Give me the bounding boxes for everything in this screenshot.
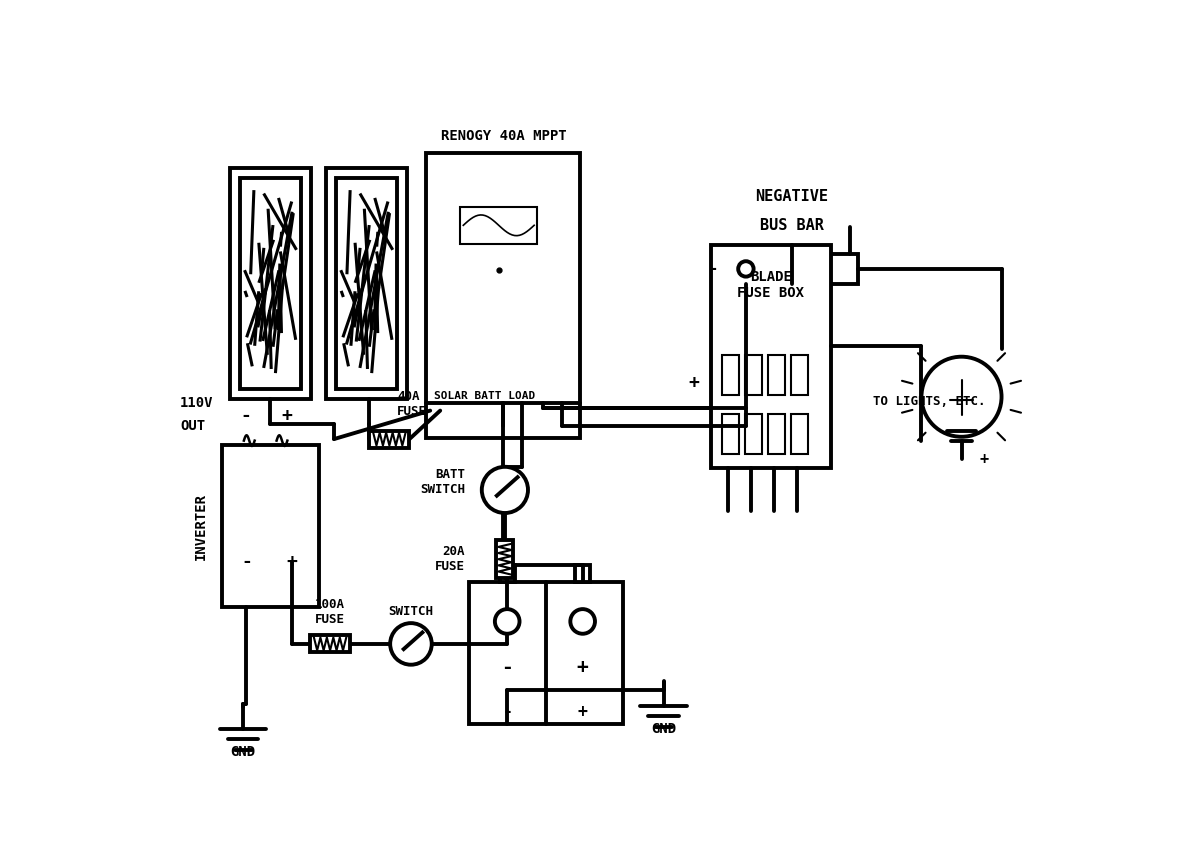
Text: -: - — [241, 552, 252, 570]
Bar — [722, 415, 739, 455]
Bar — [727, 254, 858, 284]
Text: RENOGY 40A MPPT: RENOGY 40A MPPT — [440, 129, 566, 143]
Text: +: + — [286, 552, 298, 570]
Bar — [497, 540, 514, 579]
Bar — [326, 168, 407, 399]
Text: 110V: 110V — [180, 396, 214, 410]
Bar — [499, 564, 515, 581]
Text: SWITCH: SWITCH — [389, 605, 433, 618]
Bar — [240, 178, 301, 389]
Bar — [768, 355, 785, 395]
Bar — [575, 564, 590, 581]
Text: GND: GND — [650, 722, 676, 735]
Text: INVERTER: INVERTER — [193, 492, 208, 560]
Text: 20A
FUSE: 20A FUSE — [434, 545, 464, 573]
Text: +: + — [979, 451, 989, 467]
Circle shape — [738, 262, 754, 277]
Text: OUT: OUT — [180, 419, 205, 433]
Bar — [791, 355, 808, 395]
Bar — [461, 207, 538, 244]
Circle shape — [481, 467, 528, 513]
Text: 40A
FUSE: 40A FUSE — [397, 391, 427, 418]
Bar — [722, 355, 739, 395]
Text: +: + — [689, 374, 700, 392]
Text: -: - — [707, 260, 719, 278]
Circle shape — [390, 623, 432, 664]
Text: BUS BAR: BUS BAR — [760, 217, 824, 233]
Circle shape — [494, 609, 520, 634]
Text: TO LIGHTS, ETC.: TO LIGHTS, ETC. — [872, 395, 985, 408]
Bar — [230, 168, 311, 399]
Text: -: - — [502, 657, 514, 676]
Bar — [370, 431, 409, 447]
Bar — [336, 178, 397, 389]
Text: +: + — [577, 704, 588, 722]
Text: SOLAR BATT LOAD: SOLAR BATT LOAD — [434, 392, 535, 401]
Circle shape — [922, 357, 1002, 437]
Bar — [791, 415, 808, 455]
Bar — [768, 415, 785, 455]
Bar — [745, 355, 762, 395]
Bar — [310, 635, 350, 652]
Text: +: + — [281, 407, 292, 425]
Bar — [745, 415, 762, 455]
Text: +: + — [577, 657, 588, 676]
Text: -: - — [241, 407, 252, 425]
Text: BATT
SWITCH: BATT SWITCH — [420, 469, 464, 496]
Bar — [712, 245, 830, 469]
Text: GND: GND — [230, 745, 256, 758]
Circle shape — [570, 609, 595, 634]
Bar — [469, 581, 623, 724]
Text: NEGATIVE: NEGATIVE — [756, 189, 828, 204]
Bar — [222, 445, 318, 607]
Text: 100A
FUSE: 100A FUSE — [316, 598, 346, 626]
Text: BLADE
FUSE BOX: BLADE FUSE BOX — [738, 270, 804, 300]
Bar — [426, 153, 581, 438]
Text: -: - — [502, 704, 512, 722]
